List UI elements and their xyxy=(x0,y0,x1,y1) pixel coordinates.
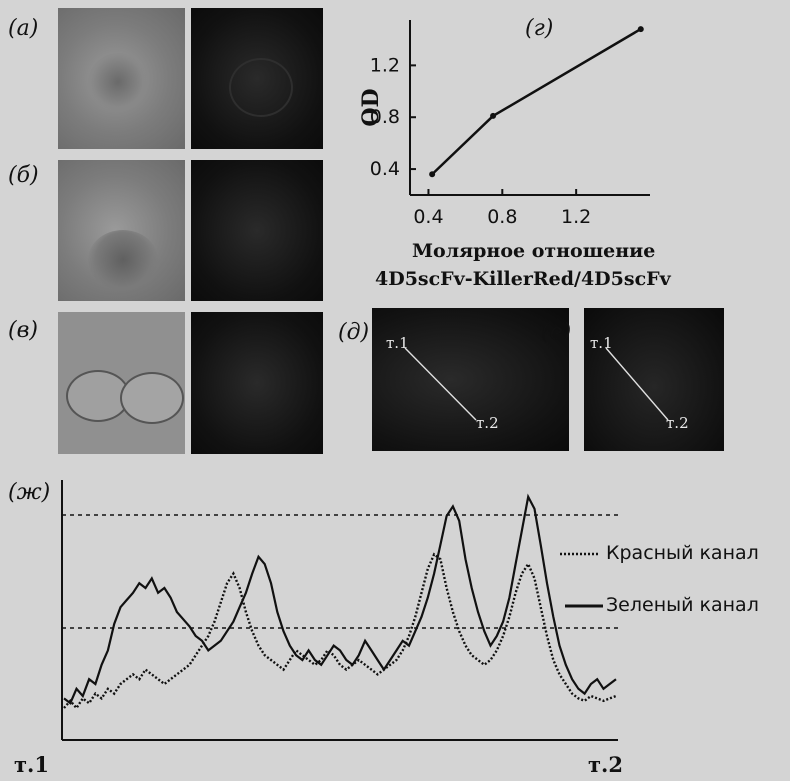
od-chart: 0.4 0.8 1.2 0.4 0.8 1.2 OD xyxy=(360,20,650,228)
legend-red-label: Красный канал xyxy=(606,542,759,564)
profile-end-label: т.2 xyxy=(588,752,623,777)
panel-label-e: (е) xyxy=(541,320,572,345)
od-chart-xlabel-line2: 4D5scFv-KillerRed/4D5scFv xyxy=(375,268,671,290)
scan-d-point2-label: т.2 xyxy=(476,414,499,432)
od-y-tick-label: 1.2 xyxy=(370,54,400,76)
panel-label-g: (г) xyxy=(525,16,554,41)
panel-label-a: (а) xyxy=(8,16,39,41)
od-data-point xyxy=(490,112,497,119)
scan-d-point1-label: т.1 xyxy=(386,334,409,352)
scan-e-point1-label: т.1 xyxy=(590,334,613,352)
od-x-tick-label: 0.4 xyxy=(413,206,443,228)
od-x-tick-label: 1.2 xyxy=(561,206,591,228)
scan-image-e: т.1 т.2 xyxy=(584,308,724,451)
red-channel-line xyxy=(63,552,617,710)
legend-green-swatch xyxy=(565,604,603,608)
od-chart-xlabel-line1: Молярное отношение xyxy=(412,240,656,262)
profile-start-label: т.1 xyxy=(14,752,49,777)
legend-red-swatch xyxy=(560,552,600,556)
green-channel-line xyxy=(63,493,617,705)
od-y-tick-label: 0.4 xyxy=(370,158,400,180)
od-data-point xyxy=(429,171,436,178)
od-data-point xyxy=(637,26,644,33)
micro-image-a-fluorescence xyxy=(191,8,323,149)
legend-green-label: Зеленый канал xyxy=(606,594,759,616)
scan-e-point2-label: т.2 xyxy=(666,414,689,432)
scan-line-d xyxy=(404,347,477,421)
scan-line-e xyxy=(605,347,669,421)
od-x-tick-label: 0.8 xyxy=(487,206,517,228)
micro-image-v-fluorescence xyxy=(191,312,323,454)
panel-label-b: (б) xyxy=(8,163,39,188)
micro-image-b-brightfield xyxy=(58,160,185,301)
panel-label-zh: (ж) xyxy=(8,480,51,505)
micro-image-b-fluorescence xyxy=(191,160,323,301)
od-data-line xyxy=(431,27,642,176)
micro-image-a-brightfield xyxy=(58,8,185,149)
panel-label-d: (д) xyxy=(338,320,370,345)
scan-image-d: т.1 т.2 xyxy=(372,308,569,451)
od-y-tick-label: 0.8 xyxy=(370,106,400,128)
panel-label-v: (в) xyxy=(8,318,38,343)
micro-image-v-brightfield xyxy=(58,312,185,454)
profile-chart xyxy=(61,480,618,741)
od-y-axis-label: OD xyxy=(360,88,384,126)
